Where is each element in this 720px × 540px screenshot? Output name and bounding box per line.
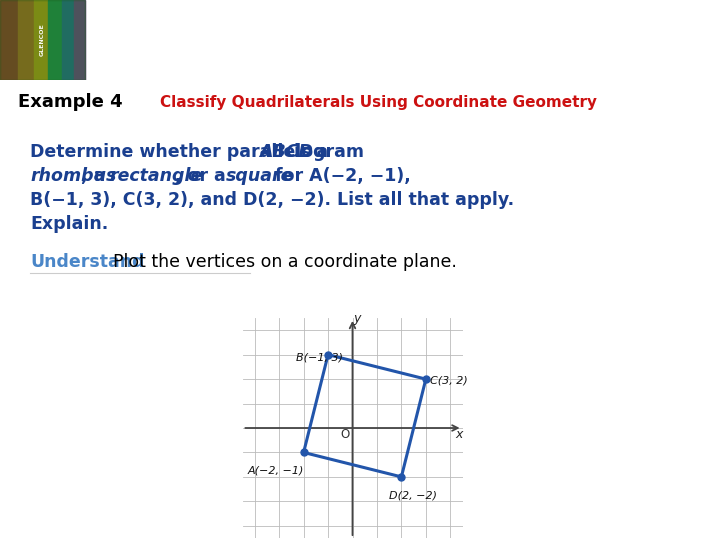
Text: O: O xyxy=(341,428,350,441)
Bar xyxy=(62,0,74,80)
Bar xyxy=(74,0,85,80)
Text: D(2, −2): D(2, −2) xyxy=(390,490,437,501)
Text: Plot the vertices on a coordinate plane.: Plot the vertices on a coordinate plane. xyxy=(102,253,456,271)
Text: square: square xyxy=(225,167,293,185)
Text: ABCD: ABCD xyxy=(258,143,312,161)
Text: Understand: Understand xyxy=(30,253,145,271)
Text: rhombus: rhombus xyxy=(30,167,117,185)
Bar xyxy=(0,0,18,80)
Bar xyxy=(48,0,62,80)
Text: , or a: , or a xyxy=(176,167,232,185)
Text: y: y xyxy=(354,312,361,325)
Bar xyxy=(34,0,48,80)
Bar xyxy=(0,0,85,80)
Text: Determine whether parallelogram: Determine whether parallelogram xyxy=(30,143,370,161)
Text: Example 4: Example 4 xyxy=(18,93,122,111)
Bar xyxy=(18,0,34,80)
Text: is a: is a xyxy=(288,143,328,161)
Text: B(−1, 3), C(3, 2), and D(2, −2). List all that apply.: B(−1, 3), C(3, 2), and D(2, −2). List al… xyxy=(30,191,514,209)
Text: , a: , a xyxy=(81,167,112,185)
Text: Explain.: Explain. xyxy=(30,215,108,233)
Text: rectangle: rectangle xyxy=(109,167,203,185)
Text: Classify Quadrilaterals Using Coordinate Geometry: Classify Quadrilaterals Using Coordinate… xyxy=(160,94,597,110)
Text: B(−1, 3): B(−1, 3) xyxy=(296,352,343,362)
Text: GEOMETRY: GEOMETRY xyxy=(248,14,572,66)
Text: for A(−2, −1),: for A(−2, −1), xyxy=(269,167,411,185)
Text: GLENCOE: GLENCOE xyxy=(40,24,45,56)
Text: C(3, 2): C(3, 2) xyxy=(430,375,467,386)
Text: x: x xyxy=(455,428,462,441)
Text: A(−2, −1): A(−2, −1) xyxy=(247,466,304,476)
